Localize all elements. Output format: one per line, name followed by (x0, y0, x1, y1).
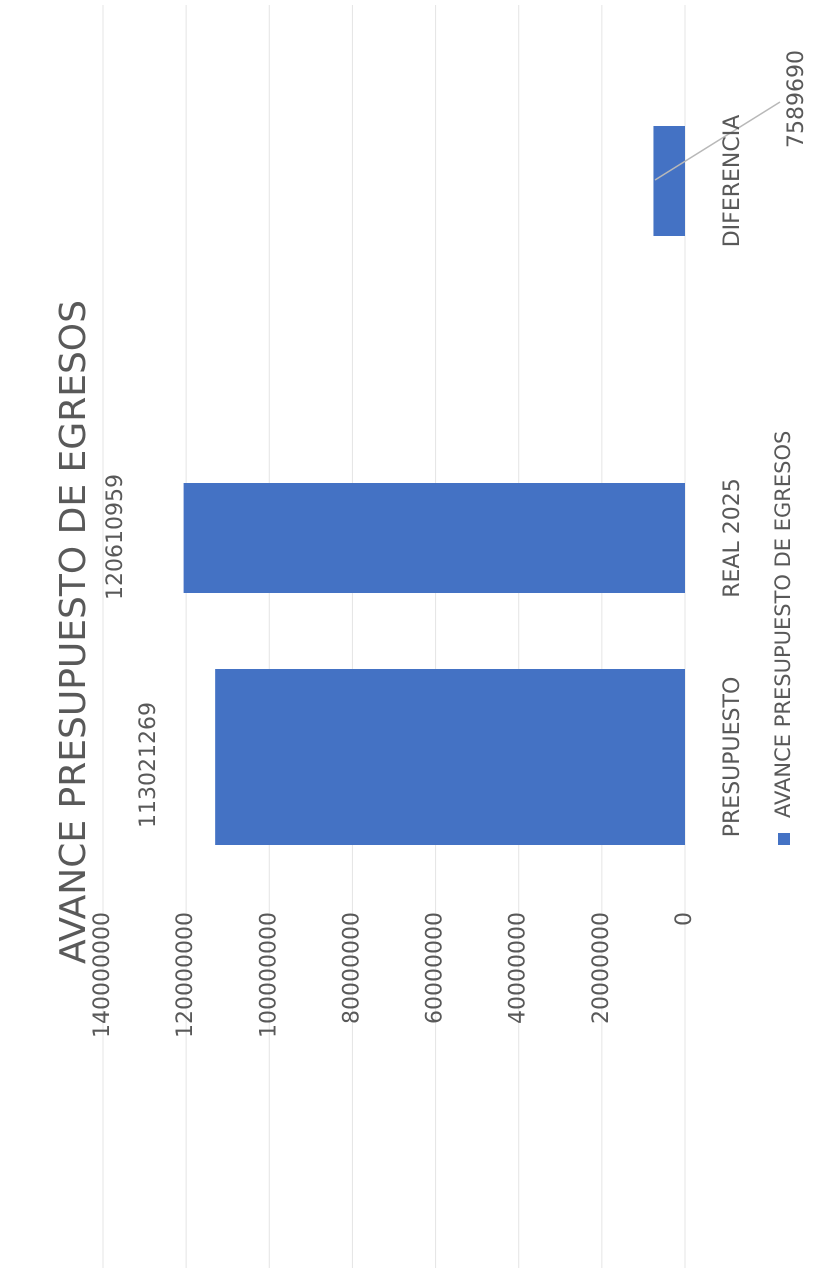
data-label: 120610959 (103, 474, 128, 600)
value-tick-label: 100000000 (256, 912, 281, 1038)
chart-title-group: AVANCE PRESUPUESTO DE EGRESOS (53, 300, 94, 964)
category-label: PRESUPUESTO (720, 677, 745, 838)
category-axis-labels: PRESUPUESTO REAL 2025 DIFERENCIA (720, 115, 745, 838)
value-tick-label: 120000000 (173, 912, 198, 1038)
value-tick-label: 140000000 (90, 912, 115, 1038)
legend-label: AVANCE PRESUPUESTO DE EGRESOS (771, 431, 795, 818)
value-tick-label: 80000000 (339, 912, 364, 1024)
value-axis-ticks: 0 20000000 40000000 60000000 80000000 1000000… (90, 912, 697, 1038)
bars (183, 126, 686, 845)
gridlines (102, 5, 686, 1268)
legend: AVANCE PRESUPUESTO DE EGRESOS (771, 431, 795, 845)
bar-real-2025 (183, 483, 685, 593)
data-label: 7589690 (784, 50, 809, 148)
value-tick-label: 0 (672, 912, 697, 926)
bar-diferencia (653, 126, 685, 236)
data-labels: 113021269 120610959 7589690 (103, 50, 809, 828)
chart-title: AVANCE PRESUPUESTO DE EGRESOS (53, 300, 94, 964)
category-label: DIFERENCIA (720, 115, 745, 248)
legend-swatch (778, 833, 790, 845)
category-label: REAL 2025 (720, 478, 745, 597)
value-tick-label: 40000000 (506, 912, 531, 1024)
leader-line (654, 101, 781, 181)
data-label-leader (654, 101, 781, 181)
value-tick-label: 60000000 (423, 912, 448, 1024)
value-tick-label: 20000000 (589, 912, 614, 1024)
data-label: 113021269 (136, 702, 161, 828)
bar-presupuesto (215, 669, 686, 845)
